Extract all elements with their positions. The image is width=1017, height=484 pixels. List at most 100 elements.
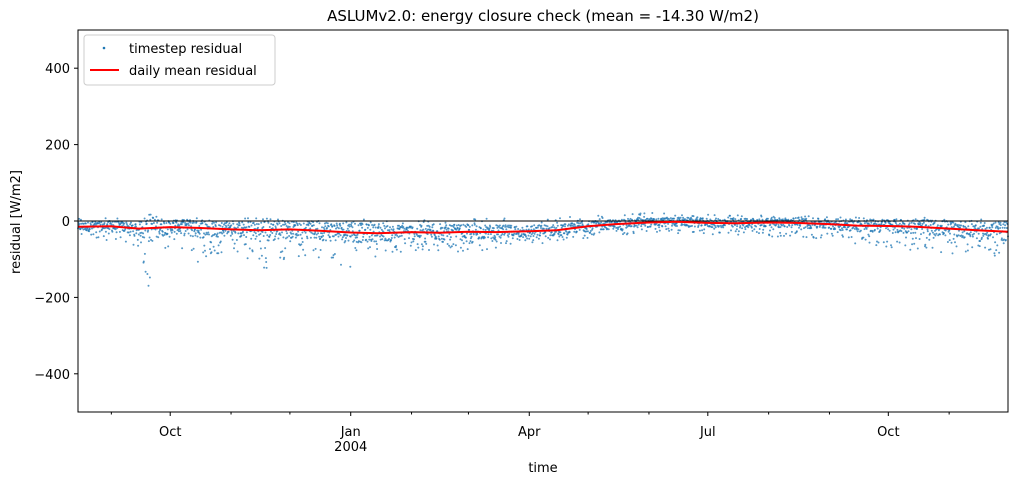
timestep-residual-point — [804, 215, 807, 218]
timestep-residual-point — [521, 226, 524, 229]
timestep-residual-point — [201, 222, 204, 224]
timestep-residual-point — [739, 226, 741, 229]
timestep-residual-point — [669, 217, 672, 220]
timestep-residual-point — [285, 225, 288, 227]
timestep-residual-point — [760, 215, 763, 218]
timestep-residual-point — [505, 242, 507, 245]
timestep-residual-point — [921, 228, 924, 230]
timestep-residual-point — [344, 240, 347, 242]
timestep-residual-point — [317, 256, 320, 259]
timestep-residual-point — [386, 225, 389, 227]
timestep-residual-point — [651, 212, 654, 214]
timestep-residual-point — [807, 227, 809, 230]
timestep-residual-point — [150, 238, 152, 241]
timestep-residual-point — [151, 239, 154, 242]
timestep-residual-point — [420, 224, 423, 227]
timestep-residual-point — [507, 226, 510, 229]
timestep-residual-point — [835, 218, 838, 221]
timestep-residual-point — [129, 230, 132, 233]
timestep-residual-point — [966, 232, 969, 235]
timestep-residual-point — [151, 222, 154, 225]
timestep-residual-point — [245, 236, 248, 238]
timestep-residual-point — [789, 234, 792, 237]
timestep-residual-point — [531, 231, 534, 234]
timestep-residual-point — [505, 240, 508, 243]
timestep-residual-point — [326, 226, 328, 229]
timestep-residual-point — [952, 221, 955, 224]
timestep-residual-point — [842, 235, 844, 238]
timestep-residual-point — [131, 224, 134, 227]
timestep-residual-point — [635, 224, 638, 227]
timestep-residual-point — [266, 234, 269, 237]
timestep-residual-point — [803, 227, 805, 230]
timestep-residual-point — [707, 213, 710, 216]
timestep-residual-point — [995, 249, 998, 252]
timestep-residual-point — [800, 228, 803, 231]
timestep-residual-point — [468, 242, 471, 245]
timestep-residual-point — [961, 231, 964, 234]
timestep-residual-point — [326, 222, 329, 225]
timestep-residual-point — [514, 228, 517, 231]
timestep-residual-point — [929, 224, 932, 226]
timestep-residual-point — [204, 249, 206, 252]
timestep-residual-point — [246, 257, 249, 260]
timestep-residual-point — [314, 247, 317, 250]
timestep-residual-point — [859, 229, 862, 232]
timestep-residual-point — [126, 223, 128, 226]
timestep-residual-point — [78, 217, 81, 220]
timestep-residual-point — [619, 225, 622, 228]
timestep-residual-point — [948, 239, 951, 242]
timestep-residual-point — [215, 221, 218, 224]
timestep-residual-point — [109, 221, 112, 224]
timestep-residual-point — [874, 222, 877, 225]
timestep-residual-point — [799, 224, 802, 227]
timestep-residual-point — [271, 227, 274, 230]
timestep-residual-point — [620, 218, 623, 221]
timestep-residual-point — [643, 215, 646, 218]
timestep-residual-point — [734, 218, 737, 221]
timestep-residual-point — [143, 236, 146, 239]
timestep-residual-point — [198, 232, 201, 235]
timestep-residual-point — [563, 232, 566, 235]
timestep-residual-point — [306, 237, 309, 240]
timestep-residual-point — [601, 217, 604, 219]
timestep-residual-point — [762, 228, 765, 231]
timestep-residual-point — [905, 236, 907, 239]
timestep-residual-point — [104, 230, 107, 233]
timestep-residual-point — [867, 233, 870, 236]
timestep-residual-point — [442, 234, 445, 237]
timestep-residual-point — [650, 217, 653, 220]
timestep-residual-point — [922, 231, 925, 234]
timestep-residual-point — [880, 223, 883, 225]
timestep-residual-point — [165, 222, 168, 224]
timestep-residual-point — [863, 222, 866, 225]
timestep-residual-point — [779, 226, 782, 229]
timestep-residual-point — [170, 229, 172, 232]
timestep-residual-point — [742, 224, 745, 227]
timestep-residual-point — [713, 227, 716, 230]
timestep-residual-point — [258, 257, 261, 260]
timestep-residual-point — [675, 222, 678, 225]
timestep-residual-point — [452, 243, 455, 246]
timestep-residual-point — [204, 233, 207, 236]
timestep-residual-point — [309, 227, 312, 230]
timestep-residual-point — [892, 228, 895, 231]
timestep-residual-point — [138, 223, 141, 226]
timestep-residual-point — [395, 248, 398, 251]
timestep-residual-point — [450, 245, 453, 248]
timestep-residual-point — [368, 238, 371, 241]
timestep-residual-point — [907, 223, 910, 226]
timestep-residual-point — [135, 232, 138, 235]
timestep-residual-point — [500, 234, 503, 237]
timestep-residual-point — [702, 232, 705, 235]
timestep-residual-point — [739, 225, 742, 227]
timestep-residual-point — [954, 241, 956, 244]
timestep-residual-point — [758, 218, 761, 221]
timestep-residual-point — [963, 236, 966, 239]
timestep-residual-point — [737, 230, 740, 233]
timestep-residual-point — [913, 242, 916, 245]
timestep-residual-point — [330, 223, 333, 226]
timestep-residual-point — [748, 224, 751, 227]
timestep-residual-point — [259, 247, 262, 250]
timestep-residual-point — [854, 242, 857, 245]
